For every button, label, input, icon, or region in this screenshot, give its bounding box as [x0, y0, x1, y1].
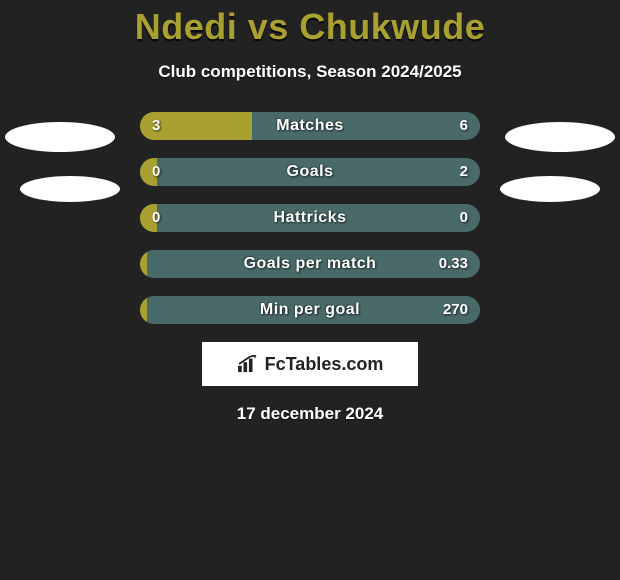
decoration-ellipse-left-1 [5, 122, 115, 152]
page-title: Ndedi vs Chukwude [0, 0, 620, 48]
bar-row: Min per goal270 [140, 296, 480, 324]
bar-label: Hattricks [140, 204, 480, 232]
bar-right-value: 6 [460, 112, 468, 140]
bar-right-value: 270 [443, 296, 468, 324]
bar-row: 3Matches6 [140, 112, 480, 140]
decoration-ellipse-right-2 [500, 176, 600, 202]
decoration-ellipse-right-1 [505, 122, 615, 152]
branding-text: FcTables.com [265, 354, 384, 375]
bar-row: 0Hattricks0 [140, 204, 480, 232]
date-text: 17 december 2024 [0, 404, 620, 424]
bar-right-value: 2 [460, 158, 468, 186]
comparison-bars: 3Matches60Goals20Hattricks0Goals per mat… [140, 112, 480, 324]
bar-right-value: 0 [460, 204, 468, 232]
decoration-ellipse-left-2 [20, 176, 120, 202]
bar-right-value: 0.33 [439, 250, 468, 278]
page-subtitle: Club competitions, Season 2024/2025 [0, 62, 620, 82]
bar-label: Goals [140, 158, 480, 186]
branding-box: FcTables.com [202, 342, 418, 386]
bar-label: Min per goal [140, 296, 480, 324]
bar-row: Goals per match0.33 [140, 250, 480, 278]
bar-label: Goals per match [140, 250, 480, 278]
branding-chart-icon [237, 355, 259, 373]
bar-row: 0Goals2 [140, 158, 480, 186]
bar-label: Matches [140, 112, 480, 140]
